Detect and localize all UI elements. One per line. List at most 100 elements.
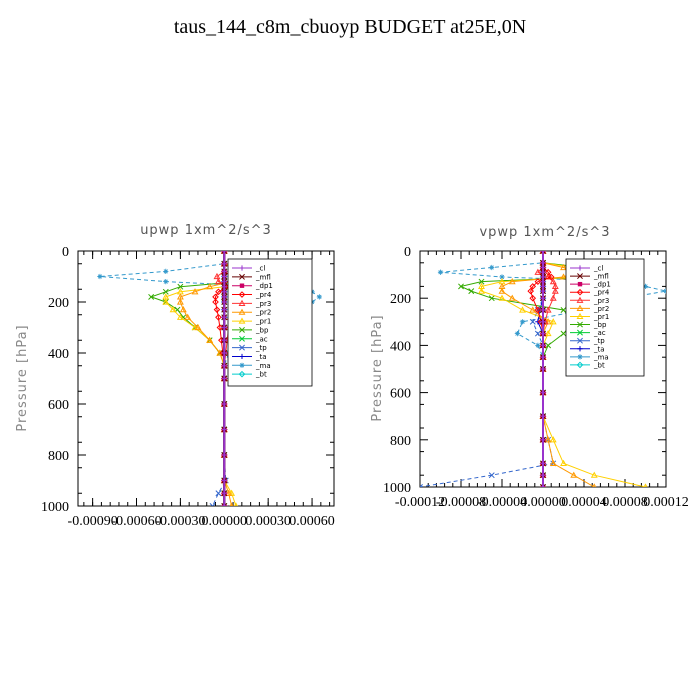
y-axis-label: Pressure [hPa] <box>370 314 385 421</box>
page-title: taus_144_c8m_cbuoyp BUDGET at25E,0N <box>173 16 527 38</box>
series-point_cl <box>540 437 546 443</box>
series-point_pr2 <box>206 336 214 343</box>
series-point_bp <box>545 342 552 349</box>
y-tick-label: 1000 <box>383 481 411 496</box>
series-point_pr2 <box>529 306 537 313</box>
legend-marker_tp <box>239 344 245 351</box>
series-point_pr2 <box>508 278 516 285</box>
chart-2: vpwp 1xm^2/s^3 Pressure [hPa] 0 200 400 600 80… <box>370 225 689 510</box>
series-point_cl <box>540 342 546 348</box>
legend-label_pr4: _pr4 <box>593 289 610 297</box>
series-point_pr2 <box>179 306 187 313</box>
series-point_pr4 <box>534 306 542 314</box>
series-point_ma <box>499 274 505 280</box>
series-point_pr1 <box>519 306 526 313</box>
series-point_cl <box>540 269 546 275</box>
series-point_cl <box>540 319 546 325</box>
series-point_pr2 <box>508 294 516 301</box>
series-point_bp <box>468 288 475 295</box>
legend-label_dp1: _dp1 <box>593 281 611 289</box>
series-point_mfl <box>540 484 546 487</box>
series-point_cl <box>221 273 227 280</box>
x-tick-label: -0.00004 <box>477 495 527 510</box>
x-tick-label: 0.00012 <box>643 495 689 510</box>
series-point_ma <box>642 283 649 289</box>
series-point_cl <box>540 484 546 487</box>
legend-marker_pr2 <box>238 308 246 315</box>
series-point_pr3 <box>549 294 557 301</box>
series-point_cl <box>540 307 546 313</box>
series-point_cl <box>540 251 546 254</box>
series-point_cl <box>221 503 227 506</box>
series-point_pr2 <box>184 313 192 320</box>
series-point_pr2 <box>216 349 224 356</box>
legend-label_dp1: _dp1 <box>255 282 273 290</box>
x-tick-label: 0.00000 <box>520 495 566 510</box>
series-point_pr3 <box>551 287 559 294</box>
series-point_pr1 <box>162 298 170 305</box>
series-point_pr1 <box>544 329 552 337</box>
series-point_cl <box>221 452 227 458</box>
legend-label_tp: _tp <box>255 344 267 352</box>
series-point_cl <box>221 284 227 290</box>
series-point_bp <box>162 288 169 295</box>
legend-marker_ac <box>577 329 583 336</box>
x-tick-label: 0.00008 <box>602 495 648 510</box>
series-point_pr1 <box>549 436 557 443</box>
series-point_pr2 <box>229 502 234 506</box>
legend-marker_dp1 <box>577 281 583 287</box>
legend-label_bp: _bp <box>593 321 607 329</box>
series-point_pr4 <box>215 313 222 321</box>
legend-label_pr4: _pr4 <box>255 291 272 299</box>
legend-marker_ma <box>239 362 245 368</box>
series-point_ma <box>97 273 103 280</box>
series-point_pr2 <box>194 323 202 331</box>
legend-marker_pr3 <box>238 299 246 306</box>
series-point_pr4 <box>529 283 537 290</box>
legend-label_tp: _tp <box>593 337 605 345</box>
series-point_pr4 <box>215 288 222 296</box>
y-tick-label: 400 <box>48 347 69 362</box>
legend-label_cl: _cl <box>255 265 265 273</box>
series-point_tp <box>534 330 541 337</box>
legend: _cl_mfl_dp1_pr4_pr3_pr2_pr1_bp_ac_tp_ta_… <box>565 258 645 377</box>
x-tick-label: -0.00030 <box>155 514 205 529</box>
y-tick-label: 600 <box>390 387 411 402</box>
series-point_pr1 <box>478 287 485 294</box>
y-axis-label: Pressure [hPa] <box>15 324 30 431</box>
series-point_pr2 <box>592 483 597 487</box>
x-tick-label: 0.00030 <box>245 514 291 529</box>
series-point_pr4 <box>529 294 537 302</box>
series-point_pr1 <box>590 471 598 478</box>
series-point_bp <box>560 307 567 313</box>
series-point_ma <box>535 342 541 348</box>
chart-1: upwp 1xm^2/s^3 Pressure [hPa] 0 200 400 600 80… <box>15 223 335 529</box>
series-point_pr2 <box>206 283 214 290</box>
series-point_cl <box>540 295 546 301</box>
series-point_pr1 <box>643 483 648 487</box>
series-point_tp <box>209 503 216 506</box>
legend-marker_bp <box>239 326 245 333</box>
legend-marker_ta <box>239 353 245 360</box>
chart-title: upwp 1xm^2/s^3 <box>140 223 272 238</box>
series-point_cl <box>221 261 227 267</box>
series-point_cl <box>221 279 227 285</box>
legend-marker_dp1 <box>239 283 245 288</box>
series-point_pr2 <box>225 489 233 496</box>
series-point_cl <box>221 426 227 433</box>
series-point_pr4 <box>527 287 535 295</box>
series-point_mfl <box>540 251 546 254</box>
series-point_cl <box>221 490 227 496</box>
y-tick-label: 1000 <box>41 500 69 515</box>
series-point_bp <box>458 283 464 290</box>
series-point_cl <box>540 283 546 289</box>
series-point_tp <box>215 490 222 497</box>
series-point_cl <box>221 314 227 320</box>
series-point_pr4 <box>547 273 555 281</box>
series-point_bp <box>478 278 485 285</box>
series-point_cl <box>221 251 227 254</box>
series-point_pr3 <box>213 272 221 280</box>
series-point_pr1 <box>498 294 506 301</box>
y-tick-label: 800 <box>48 449 69 464</box>
series-point_cl <box>540 331 546 337</box>
